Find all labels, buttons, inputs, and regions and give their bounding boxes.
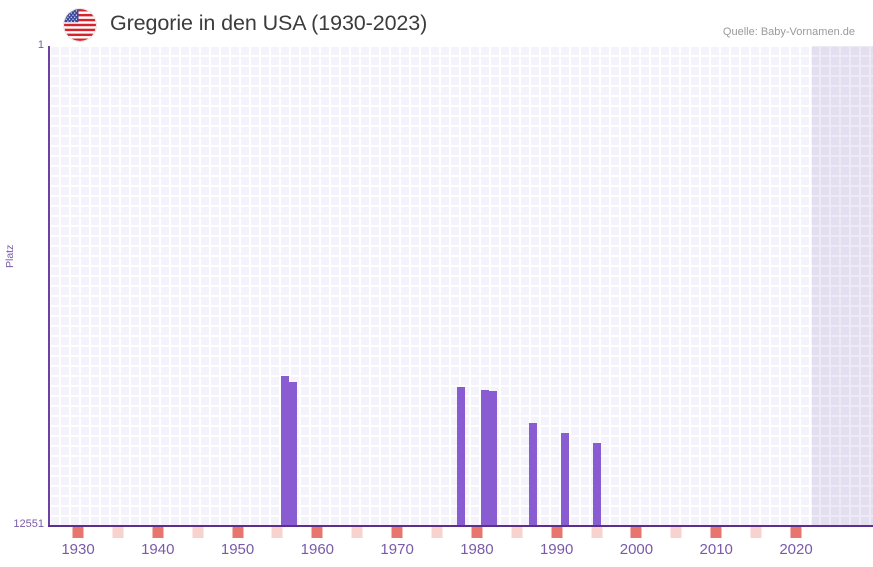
plot-area — [50, 46, 873, 526]
x-axis-line — [48, 525, 873, 527]
x-tick-mark — [232, 527, 244, 538]
x-tick-mark-minor — [591, 527, 603, 538]
bar[interactable] — [480, 389, 489, 526]
x-tick-mark-minor — [511, 527, 523, 538]
x-tick-label: 1990 — [539, 541, 574, 558]
chart-header: Gregorie in den USA (1930-2023) Quelle: … — [0, 0, 873, 46]
x-tick-mark-minor — [670, 527, 682, 538]
y-axis-line — [48, 46, 50, 527]
x-tick-label: 1950 — [220, 541, 255, 558]
x-tick-label: 1980 — [460, 541, 494, 558]
x-tick-mark — [710, 527, 722, 538]
bar[interactable] — [488, 390, 497, 526]
bar[interactable] — [528, 423, 537, 526]
x-tick-label: 1940 — [141, 541, 175, 558]
x-tick-mark — [391, 527, 403, 538]
x-tick-mark — [471, 527, 483, 538]
x-tick-mark-minor — [431, 527, 443, 538]
x-tick-mark-minor — [351, 527, 363, 538]
us-flag-icon — [64, 9, 96, 41]
x-tick-mark — [72, 527, 84, 538]
y-tick-label-bottom: 12551 — [13, 518, 44, 530]
x-tick-label: 2020 — [779, 541, 813, 558]
bar[interactable] — [456, 386, 465, 526]
bar[interactable] — [592, 442, 601, 526]
x-tick-mark — [630, 527, 642, 538]
bar[interactable] — [281, 375, 290, 526]
x-tick-mark — [790, 527, 802, 538]
x-tick-label: 2010 — [699, 541, 733, 558]
forecast-region — [811, 46, 873, 526]
bar[interactable] — [560, 433, 569, 526]
x-tick-label: 1970 — [380, 541, 414, 558]
chart-title: Gregorie in den USA (1930-2023) — [110, 11, 428, 35]
x-tick-mark — [152, 527, 164, 538]
y-tick-label-top: 1 — [37, 39, 44, 51]
source-attribution: Quelle: Baby-Vornamen.de — [722, 26, 855, 38]
x-tick-mark-minor — [271, 527, 283, 538]
x-tick-label: 2000 — [619, 541, 654, 558]
x-tick-label: 1960 — [300, 541, 335, 558]
bar[interactable] — [289, 381, 298, 526]
x-tick-mark-minor — [750, 527, 762, 538]
x-tick-label: 1930 — [61, 541, 95, 558]
x-tick-mark-minor — [112, 527, 124, 538]
y-axis-title: Platz — [4, 244, 16, 268]
x-tick-mark — [311, 527, 323, 538]
x-tick-mark-minor — [192, 527, 204, 538]
x-tick-mark — [551, 527, 563, 538]
